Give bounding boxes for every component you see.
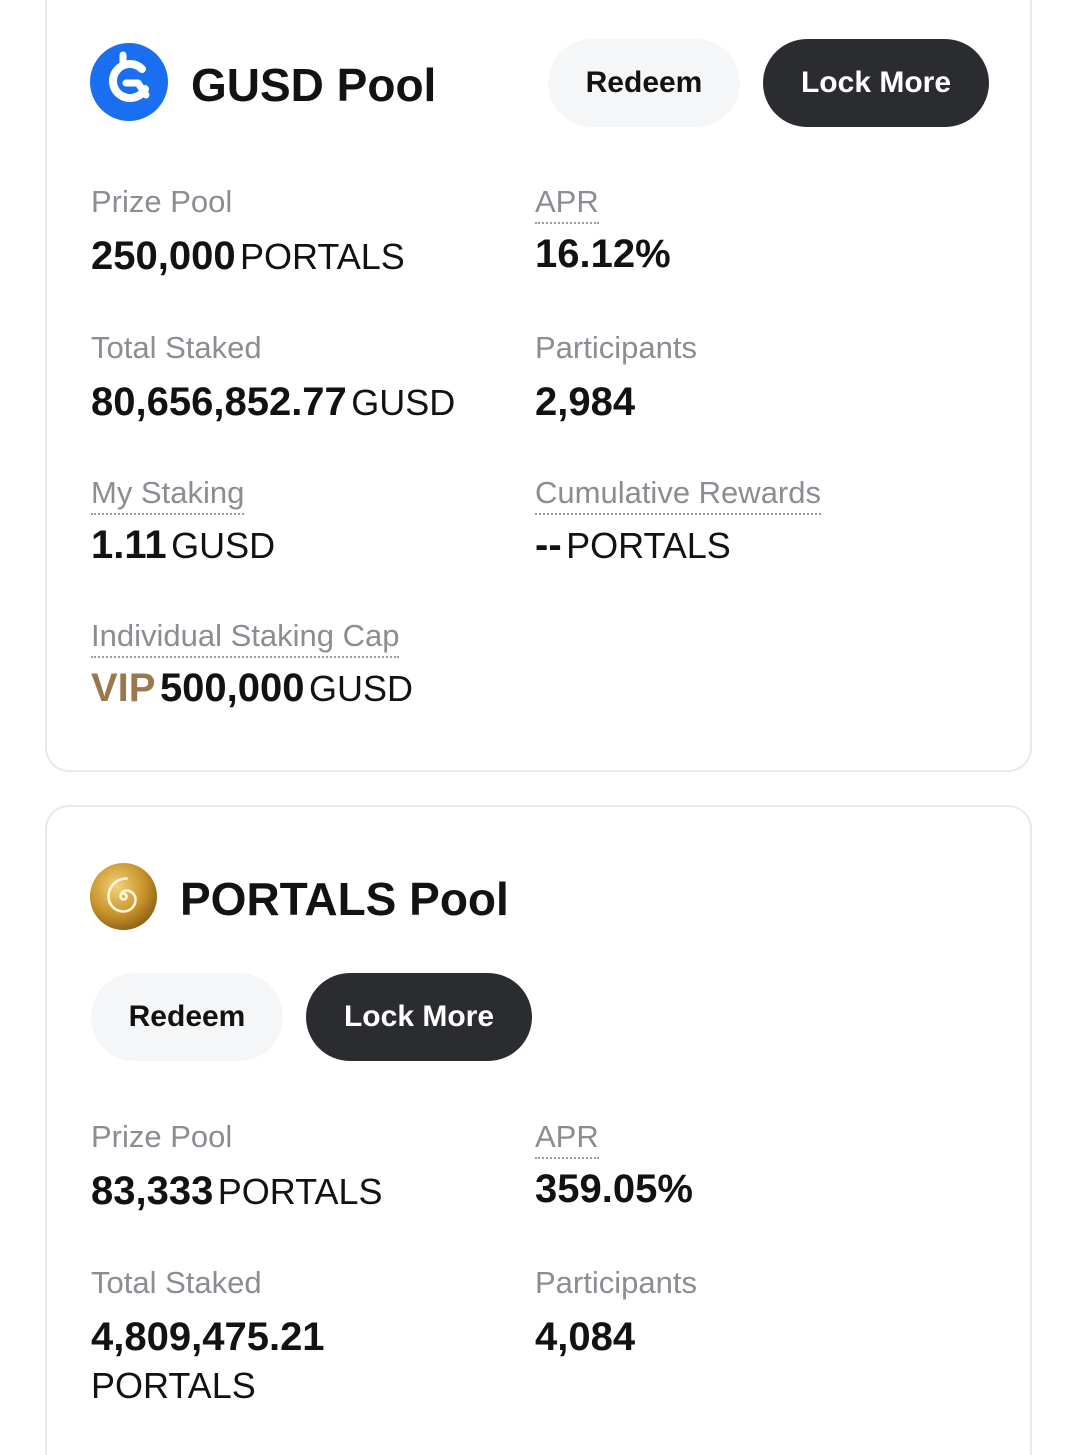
gusd-total-staked: Total Staked 80,656,852.77 GUSD xyxy=(91,330,455,426)
vip-badge: VIP xyxy=(91,666,155,710)
apr-value: 359.05% xyxy=(535,1167,693,1211)
prize-pool-unit: PORTALS xyxy=(218,1171,383,1212)
participants-label: Participants xyxy=(535,330,697,366)
portals-prize-pool: Prize Pool 83,333 PORTALS xyxy=(91,1119,383,1215)
prize-pool-value: 250,000 xyxy=(91,234,236,278)
apr-label[interactable]: APR xyxy=(535,1119,599,1159)
participants-label: Participants xyxy=(535,1265,697,1301)
prize-pool-value: 83,333 xyxy=(91,1169,213,1213)
gusd-redeem-button[interactable]: Redeem xyxy=(548,39,740,127)
staking-cap-label[interactable]: Individual Staking Cap xyxy=(91,618,399,658)
total-staked-label: Total Staked xyxy=(91,1265,262,1301)
staking-cap-unit: GUSD xyxy=(309,668,413,709)
portals-apr[interactable]: APR 359.05% xyxy=(535,1119,693,1213)
participants-value: 4,084 xyxy=(535,1315,635,1359)
total-staked-value: 4,809,475.21 xyxy=(91,1313,325,1361)
portals-lock-more-button[interactable]: Lock More xyxy=(306,973,532,1061)
gusd-my-staking[interactable]: My Staking 1.11 GUSD xyxy=(91,475,275,569)
my-staking-label[interactable]: My Staking xyxy=(91,475,244,515)
total-staked-label: Total Staked xyxy=(91,330,262,366)
cumulative-rewards-unit: PORTALS xyxy=(566,525,731,566)
gusd-pool-title: GUSD Pool xyxy=(191,58,436,112)
gusd-apr[interactable]: APR 16.12% xyxy=(535,184,671,278)
prize-pool-label: Prize Pool xyxy=(91,184,232,220)
gusd-lock-more-button[interactable]: Lock More xyxy=(763,39,989,127)
apr-value: 16.12% xyxy=(535,232,671,276)
cumulative-rewards-value: -- xyxy=(535,523,562,567)
total-staked-value: 80,656,852.77 xyxy=(91,380,347,424)
gusd-cumulative-rewards[interactable]: Cumulative Rewards -- PORTALS xyxy=(535,475,821,569)
participants-value: 2,984 xyxy=(535,380,635,424)
cumulative-rewards-label[interactable]: Cumulative Rewards xyxy=(535,475,821,515)
apr-label[interactable]: APR xyxy=(535,184,599,224)
portals-pool-title: PORTALS Pool xyxy=(180,872,509,926)
gusd-individual-staking-cap[interactable]: Individual Staking Cap VIP 500,000 GUSD xyxy=(91,618,413,712)
gusd-participants: Participants 2,984 xyxy=(535,330,697,426)
total-staked-unit: GUSD xyxy=(351,382,455,423)
portals-spiral-logo-icon xyxy=(90,863,157,930)
prize-pool-label: Prize Pool xyxy=(91,1119,232,1155)
portals-participants: Participants 4,084 xyxy=(535,1265,697,1361)
gusd-logo-icon xyxy=(90,43,168,121)
portals-total-staked: Total Staked 4,809,475.21 PORTALS xyxy=(91,1265,325,1407)
my-staking-unit: GUSD xyxy=(171,525,275,566)
prize-pool-unit: PORTALS xyxy=(240,236,405,277)
my-staking-value: 1.11 xyxy=(91,523,167,567)
portals-redeem-button[interactable]: Redeem xyxy=(91,973,283,1061)
total-staked-unit: PORTALS xyxy=(91,1365,325,1407)
staking-cap-value: 500,000 xyxy=(160,666,305,710)
gusd-prize-pool: Prize Pool 250,000 PORTALS xyxy=(91,184,405,280)
